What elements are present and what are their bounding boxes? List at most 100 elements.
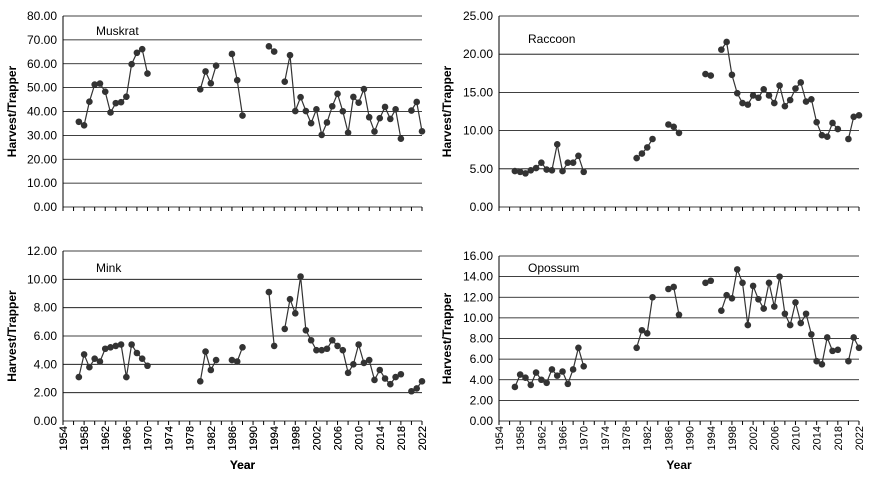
x-tick-label: 1958: [515, 426, 527, 450]
series-line: [78, 342, 148, 378]
x-tick-label: 1986: [663, 426, 675, 450]
data-point: [212, 62, 220, 69]
x-tick-label: 1966: [121, 426, 133, 450]
x-tick-label: 1958: [79, 426, 91, 450]
x-tick-label: 1990: [248, 426, 260, 450]
data-point: [733, 266, 741, 273]
data-point: [723, 291, 730, 299]
data-point: [387, 115, 394, 123]
data-point: [770, 303, 778, 310]
data-point: [75, 373, 83, 381]
data-point: [744, 101, 752, 108]
x-tick-label: 2010: [354, 426, 366, 450]
data-point: [749, 92, 757, 99]
data-point: [138, 355, 146, 362]
y-tick-label: 30.00: [27, 128, 57, 142]
data-point: [733, 89, 741, 97]
x-tick-label: 1970: [142, 426, 154, 450]
x-tick-label: 1970: [142, 426, 154, 450]
x-tick-label: 2006: [769, 426, 781, 450]
x-tick-label: 2014: [375, 426, 387, 450]
data-point: [781, 102, 789, 110]
data-point: [575, 344, 582, 352]
data-point: [133, 49, 141, 57]
data-point: [413, 98, 421, 106]
x-tick-label: 2002: [311, 426, 323, 450]
data-point: [548, 167, 556, 174]
data-point: [207, 366, 215, 374]
data-point: [670, 283, 678, 291]
x-tick-label: 1998: [290, 426, 302, 450]
data-point: [813, 118, 820, 126]
data-point: [765, 279, 773, 287]
data-point: [643, 144, 651, 151]
y-tick-label: 12.00: [27, 244, 57, 258]
data-point: [781, 310, 789, 318]
data-point: [739, 99, 746, 107]
data-point: [408, 107, 415, 114]
data-point: [665, 285, 672, 293]
x-tick-label: 2022: [854, 426, 866, 450]
data-point: [792, 85, 799, 92]
data-point: [86, 98, 93, 106]
x-tick-label: 2018: [396, 426, 408, 450]
x-tick-label: 1978: [185, 426, 197, 450]
data-point: [569, 159, 577, 166]
series-line: [636, 138, 654, 159]
data-point: [522, 374, 529, 381]
data-point: [845, 135, 852, 143]
y-tick-label: 10.00: [27, 176, 57, 190]
x-tick-label: 1954: [58, 426, 70, 450]
y-tick-label: 5.00: [470, 162, 494, 176]
data-point: [281, 325, 289, 333]
y-tick-label: 20.00: [27, 152, 57, 166]
data-point: [527, 381, 535, 389]
x-tick-label: 1994: [269, 426, 281, 450]
x-tick-label: 2010: [354, 426, 366, 450]
x-tick-label: 1998: [727, 426, 739, 450]
data-point: [107, 344, 114, 351]
y-tick-label: 4.00: [34, 357, 58, 371]
x-tick-label: 2002: [748, 426, 760, 450]
data-point: [786, 321, 794, 329]
data-point: [101, 88, 109, 95]
data-point: [334, 342, 341, 350]
x-tick-label: 1962: [100, 426, 112, 450]
y-axis-title: Harvest/Trapper: [5, 290, 19, 382]
y-tick-label: 10.00: [463, 311, 493, 325]
data-point: [818, 360, 826, 368]
x-tick-label: 1954: [58, 426, 70, 450]
data-point: [202, 68, 209, 75]
data-point: [323, 119, 331, 126]
y-tick-label: 8.00: [470, 332, 494, 346]
data-point: [91, 81, 98, 88]
data-point: [845, 357, 852, 365]
data-point: [281, 78, 289, 85]
data-point: [265, 43, 273, 50]
data-point: [532, 164, 540, 172]
panel-muskrat: 0.00 10.00 20.00 30.00 40.00 50.00 60.00 70.00 8…: [5, 9, 429, 472]
x-tick-label: 1954: [494, 426, 506, 450]
series-line: [199, 65, 217, 90]
data-point: [834, 346, 842, 354]
data-point: [107, 109, 114, 116]
data-point: [823, 334, 831, 341]
data-point: [760, 305, 768, 312]
x-tick-label: 1970: [579, 426, 591, 450]
y-tick-label: 12.00: [463, 290, 493, 304]
data-point: [123, 373, 130, 381]
panel-title: Muskrat: [96, 24, 139, 38]
data-point: [376, 114, 384, 122]
data-point: [128, 341, 135, 348]
data-point: [559, 167, 566, 175]
data-point: [371, 376, 378, 384]
x-tick-label: 2014: [812, 426, 824, 450]
series-line: [410, 100, 423, 132]
data-point: [808, 95, 815, 103]
data-point: [755, 296, 762, 303]
data-point: [75, 118, 83, 126]
x-tick-label: 1966: [558, 426, 570, 450]
data-point: [302, 107, 310, 115]
data-point: [702, 70, 709, 78]
data-point: [855, 344, 863, 352]
